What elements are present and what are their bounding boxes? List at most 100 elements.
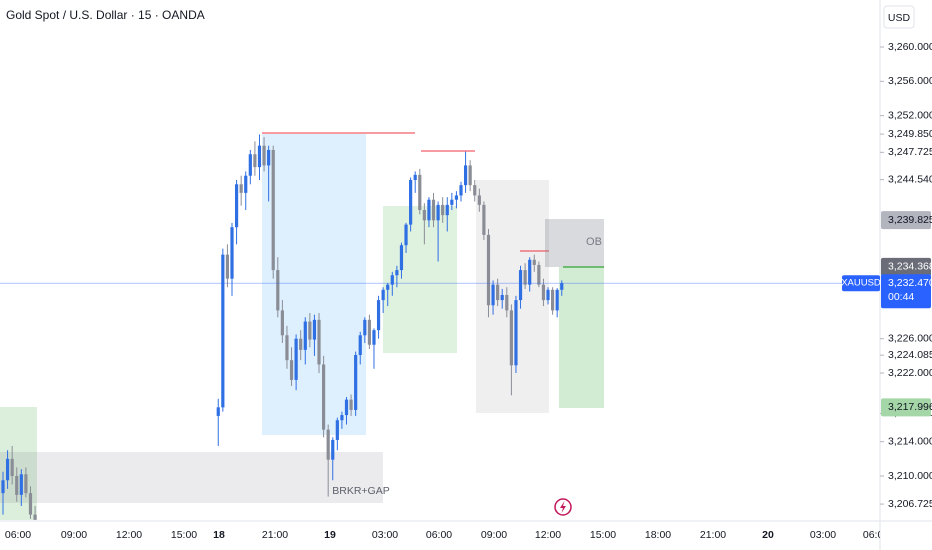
x-tick-label: 19 xyxy=(324,529,336,541)
y-tick-label: 3,244.540 xyxy=(888,173,932,185)
candle-body xyxy=(390,275,394,285)
candle-body xyxy=(436,204,440,221)
candle-body xyxy=(280,310,284,336)
candle-body xyxy=(541,284,546,301)
symbol-label: XAUUSD xyxy=(841,278,881,289)
candle-body xyxy=(482,204,486,235)
candle-body xyxy=(445,204,449,216)
y-axis: 3,260.000 3,256.000 3,252.000 3,249.850 3,24… xyxy=(880,41,932,510)
candle-body xyxy=(551,289,555,311)
candle-body xyxy=(523,270,527,285)
symbol-tag xyxy=(842,275,880,292)
candle-body xyxy=(221,254,225,408)
x-tick-label: 12:00 xyxy=(535,529,561,541)
candle-body xyxy=(28,493,33,515)
candle-body xyxy=(10,458,14,476)
y-tick-label: 3,256.000 xyxy=(888,75,932,87)
candle-body xyxy=(367,319,371,345)
x-tick-label: 15:00 xyxy=(590,529,616,541)
y-tick-label: 3,260.000 xyxy=(888,41,932,53)
x-tick-label: 03:00 xyxy=(372,529,398,541)
candle-body xyxy=(463,165,468,186)
candle-body xyxy=(299,338,303,350)
zone xyxy=(383,206,457,353)
candle-body xyxy=(349,399,353,410)
candle-body xyxy=(441,204,445,216)
target-zone xyxy=(559,267,604,408)
candle-body xyxy=(427,199,431,221)
candle-body xyxy=(19,474,23,495)
x-tick-label: 06:00 xyxy=(863,529,889,541)
candle-body xyxy=(537,264,541,285)
candle-body xyxy=(312,319,317,340)
candle-body xyxy=(514,300,518,366)
candle-body xyxy=(244,175,248,193)
candle-body xyxy=(386,284,390,290)
candle-body xyxy=(418,174,422,211)
candle-body xyxy=(331,439,335,460)
price-tag-label: 3,234.368 xyxy=(888,261,932,273)
x-tick-label: 03:00 xyxy=(810,529,836,541)
y-tick-label: 3,224.085 xyxy=(888,349,932,361)
candle-body xyxy=(1,480,5,494)
candle-body xyxy=(276,270,280,311)
x-tick-label: 12:00 xyxy=(116,529,142,541)
candle-body xyxy=(5,458,10,481)
y-tick-label: 3,206.725 xyxy=(888,498,932,510)
x-tick-label: 09:00 xyxy=(61,529,87,541)
candle-body xyxy=(248,154,252,176)
candle-body xyxy=(262,145,266,166)
x-tick-label: 15:00 xyxy=(171,529,197,541)
candle-body xyxy=(271,149,275,271)
currency[interactable]: USD xyxy=(888,12,911,24)
candle-body xyxy=(239,184,243,193)
candle-body xyxy=(376,300,381,331)
candle-body xyxy=(363,319,367,336)
countdown: 00:44 xyxy=(888,291,914,303)
candle-body xyxy=(459,185,463,196)
y-tick-label: 3,249.850 xyxy=(888,128,932,140)
y-tick-label: 3,252.000 xyxy=(888,109,932,121)
candle-body xyxy=(216,407,220,416)
candle-body xyxy=(555,289,559,311)
candle-body xyxy=(257,145,262,168)
currency-box[interactable] xyxy=(883,5,915,29)
candle-body xyxy=(354,355,358,410)
candle-body xyxy=(528,259,532,285)
candles xyxy=(1,134,564,520)
candle-body xyxy=(303,321,307,350)
annotation: BRKR+GAP xyxy=(332,485,389,497)
candle-body xyxy=(431,199,436,221)
candle-body xyxy=(230,227,234,279)
y-tick-label: 3,214.000 xyxy=(888,435,932,447)
price-tag-label: 3,232.470 xyxy=(888,277,932,289)
y-tick-label: 3,222.000 xyxy=(888,367,932,379)
x-axis: 06:00 09:00 12:00 15:00 18 21:00 19 03:00 06:00 0… xyxy=(5,529,889,541)
candle-body xyxy=(404,224,408,246)
candle-body xyxy=(253,154,257,168)
candle-body xyxy=(289,360,294,380)
candle-body xyxy=(473,185,477,196)
candle-body xyxy=(491,284,495,306)
price-tag xyxy=(881,257,931,276)
price-tag xyxy=(881,211,931,230)
candle-body xyxy=(294,338,298,380)
candle-body xyxy=(395,270,399,276)
candle-body xyxy=(267,149,271,166)
candle-body xyxy=(399,245,404,271)
candle-body xyxy=(496,284,500,301)
candle-body xyxy=(15,475,19,495)
alert-icon[interactable] xyxy=(554,498,572,516)
candle-body xyxy=(322,364,326,430)
candle-body xyxy=(225,254,230,279)
drawings: OB BRKR+GAP xyxy=(0,132,604,520)
candle-body xyxy=(450,199,454,205)
chart-title: Gold Spot / U.S. Dollar · 15 · OANDA xyxy=(6,8,205,22)
candle-body xyxy=(335,420,339,440)
candle-body xyxy=(422,210,426,221)
candle-body xyxy=(344,399,349,416)
alert-icon-bolt[interactable] xyxy=(560,501,566,513)
candle-body xyxy=(340,415,344,421)
price-tag-label: 3,217.996 xyxy=(888,401,932,413)
